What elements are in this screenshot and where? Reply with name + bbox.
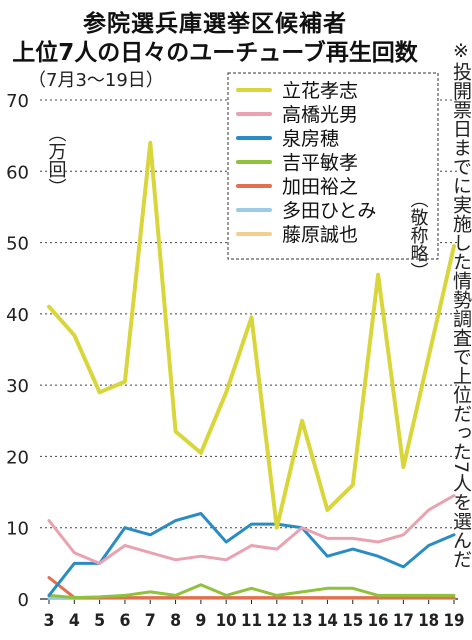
legend-label: 高橋光男 (282, 104, 358, 126)
x-tick-label: 3 (44, 611, 55, 631)
x-tick-label: 9 (195, 611, 206, 631)
y-tick-label: 40 (6, 305, 29, 326)
y-tick-label: 0 (18, 590, 29, 611)
series-line-1 (47, 494, 456, 565)
x-tick-label: 10 (216, 611, 237, 631)
footnote: ※投開票日までに実施した情勢調査で上位だった7人を選んだ (450, 40, 472, 569)
x-tick-label: 5 (94, 611, 105, 631)
y-tick-label: 60 (6, 162, 29, 183)
legend-box (227, 72, 439, 260)
x-tick-labels: 3 4 5 6 7 8 9 10 11 12 13 14 15 16 17 18 19 (44, 611, 465, 631)
series-lines (47, 140, 456, 600)
legend-label: 多田ひとみ (282, 200, 376, 222)
y-tick-label: 70 (6, 91, 29, 112)
series-line-4 (47, 576, 456, 600)
chart-title-line2: 上位7人の日々のユーチューブ再生回数 (12, 40, 418, 66)
chart-subtitle: （7月3～19日） (28, 70, 164, 91)
x-tick-label: 15 (342, 611, 363, 631)
x-tick-label: 17 (393, 611, 414, 631)
series-line-3 (47, 583, 456, 600)
series-line-0 (47, 140, 456, 530)
y-tick-label: 50 (6, 234, 29, 255)
x-tick-label: 19 (444, 611, 465, 631)
x-tick-label: 14 (317, 611, 338, 631)
x-tick-label: 13 (292, 611, 313, 631)
y-tick-label: 30 (6, 376, 29, 397)
legend-label: 藤原誠也 (282, 224, 358, 246)
y-tick-labels: 0 10 20 30 40 50 60 70 (6, 91, 29, 611)
chart-title-line1: 参院選兵庫選挙区候補者 (83, 11, 347, 37)
series-line-2 (47, 512, 456, 597)
x-tick-label: 12 (266, 611, 287, 631)
y-tick-label: 10 (6, 519, 29, 540)
x-tick-label: 18 (418, 611, 439, 631)
x-tick-label: 11 (241, 611, 262, 631)
honorific-note: （敬称略） (408, 190, 429, 280)
legend-label: 加田裕之 (282, 176, 358, 198)
x-tick-label: 7 (145, 611, 156, 631)
x-tick-label: 16 (368, 611, 389, 631)
y-unit-label: （万回） (46, 124, 67, 196)
y-tick-label: 20 (6, 447, 29, 468)
x-tick-label: 6 (119, 611, 130, 631)
legend-label: 立花孝志 (282, 80, 358, 102)
legend-label: 吉平敏孝 (282, 152, 358, 174)
x-tick-label: 8 (170, 611, 181, 631)
x-tick-label: 4 (69, 611, 80, 631)
legend-label: 泉房穂 (282, 128, 339, 150)
